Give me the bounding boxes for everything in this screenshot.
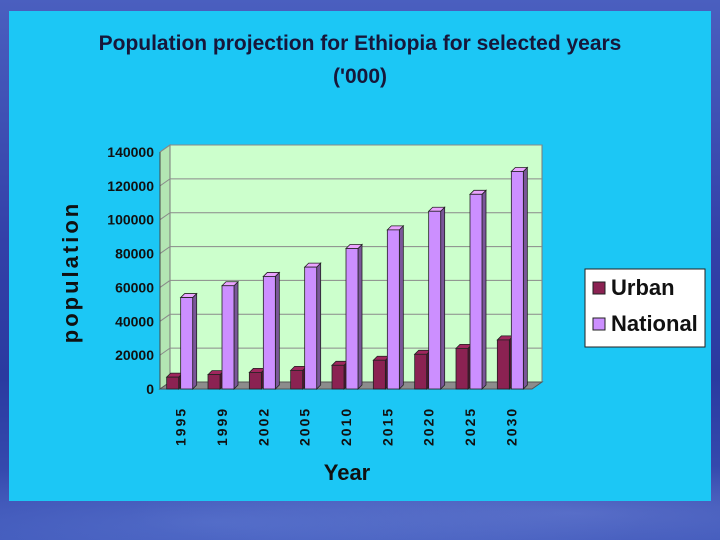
bar-urban [290, 369, 304, 390]
plot-area: 0 20000 40000 60000 80000 100000 120000 140000 1… [107, 144, 544, 446]
legend: Urban National [584, 268, 706, 348]
y-tick-label: 120000 [107, 178, 154, 194]
bar-national [469, 193, 483, 390]
y-tick-label: 140000 [107, 144, 154, 160]
y-tick-label: 40000 [115, 313, 154, 329]
bar-side [233, 280, 239, 390]
bar-side [274, 271, 280, 390]
x-tick-label: 1995 [173, 407, 189, 446]
bar-urban [496, 339, 510, 390]
legend-swatch-urban [592, 281, 606, 295]
bar-national [180, 297, 194, 390]
bar-urban [414, 353, 428, 390]
bar-national [345, 248, 359, 390]
bar-side [398, 224, 404, 390]
y-tick-label: 60000 [115, 279, 154, 295]
gridline [159, 347, 542, 356]
legend-label-urban: Urban [611, 275, 675, 300]
bar-side [522, 166, 528, 390]
x-tick-label: 2020 [421, 407, 437, 446]
gridline [159, 178, 542, 187]
gridline [159, 313, 542, 322]
bar-national [510, 171, 524, 390]
chart-subtitle: ('000) [333, 65, 387, 88]
bar-national [386, 229, 400, 390]
bar-national [304, 266, 318, 390]
bar-national [262, 276, 276, 390]
bar-urban [455, 347, 469, 390]
gridline [159, 212, 542, 221]
bar-side [192, 292, 198, 390]
bar-urban [207, 374, 221, 390]
bar-urban [331, 364, 345, 390]
plot-side-wall [159, 144, 171, 390]
legend-swatch-national [592, 317, 606, 331]
gridline [159, 144, 542, 153]
bar-national [221, 285, 235, 390]
gridline [159, 279, 542, 288]
bar-side [316, 262, 322, 390]
bar-urban [248, 372, 262, 390]
x-tick-label: 1999 [214, 407, 230, 446]
bar-urban [372, 359, 386, 390]
bar-side [357, 243, 363, 390]
y-tick-label: 100000 [107, 212, 154, 228]
x-tick-label: 2002 [255, 407, 271, 446]
x-tick-label: 2010 [338, 407, 354, 446]
chart-title: Population projection for Ethiopia for s… [99, 32, 622, 55]
x-tick-label: 2015 [379, 407, 395, 446]
x-axis-label: Year [324, 460, 371, 485]
legend-label-national: National [611, 311, 698, 336]
y-axis-label: population [58, 201, 83, 343]
y-tick-label: 20000 [115, 347, 154, 363]
bar-national [428, 210, 442, 390]
gridline [159, 246, 542, 254]
x-tick-label: 2030 [503, 407, 519, 446]
bar-side [440, 206, 446, 390]
bar-urban [166, 376, 180, 390]
bar-side [481, 189, 487, 390]
x-tick-label: 2005 [297, 407, 313, 446]
y-tick-label: 0 [146, 381, 154, 397]
x-tick-label: 2025 [462, 407, 478, 446]
y-tick-label: 80000 [115, 246, 154, 262]
